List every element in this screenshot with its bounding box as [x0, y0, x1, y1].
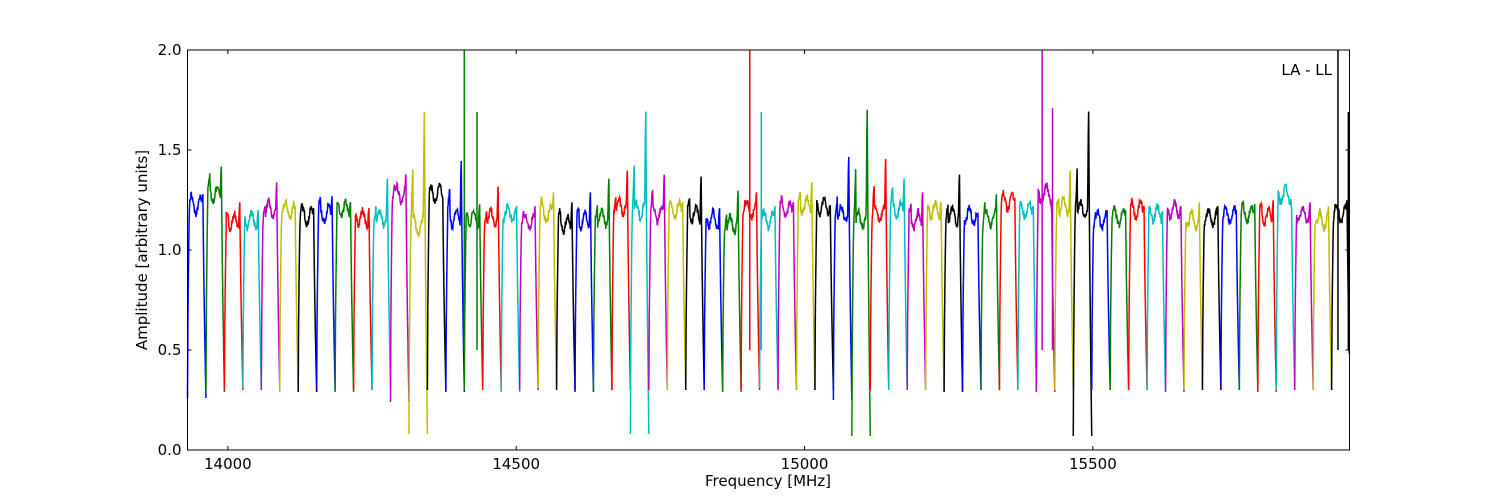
- channel-30-line: [721, 190, 742, 393]
- channel-40-line: [906, 192, 927, 391]
- channel-44-line: [980, 194, 1001, 391]
- channel-55-line: [1183, 202, 1204, 391]
- channel-53-line: [1146, 203, 1167, 391]
- channel-33-line: [777, 194, 798, 391]
- channel-16-line: [463, 204, 484, 391]
- channel-4-line: [242, 209, 263, 389]
- channel-49-line: [1072, 111, 1093, 437]
- channel-32-line: [758, 206, 779, 389]
- channel-59-line: [1257, 200, 1278, 393]
- x-tick-label-15500: 15500: [1069, 455, 1117, 473]
- channel-58-line: [1238, 200, 1259, 391]
- channel-22-line: [574, 192, 595, 393]
- x-axis-label: Frequency [MHz]: [705, 472, 831, 490]
- channel-19-line: [518, 206, 539, 391]
- channel-41-line: [924, 199, 945, 391]
- channel-54-line: [1164, 199, 1185, 393]
- channel-36-line: [832, 156, 853, 401]
- channel-1-line: [186, 191, 207, 399]
- y-tick-label-0: 0.0: [158, 441, 182, 459]
- x-tick-label-15000: 15000: [781, 455, 829, 473]
- series-layer: [186, 50, 1351, 437]
- channel-28-line: [685, 176, 705, 391]
- channel-17-line: [482, 186, 502, 391]
- channel-38-line: [869, 158, 890, 391]
- channel-5-line: [260, 182, 281, 391]
- channel-46-line: [1017, 198, 1038, 391]
- channel-10-line: [352, 207, 373, 391]
- channel-39-line: [887, 178, 908, 391]
- channel-45-line: [998, 189, 1019, 391]
- channel-20-line: [537, 192, 558, 389]
- channel-9-line: [334, 198, 355, 393]
- channel-48-line: [1054, 170, 1075, 391]
- x-tick-label-14000: 14000: [204, 455, 252, 473]
- plot-frame: [187, 49, 1350, 451]
- y-tick-label-1: 0.5: [158, 341, 182, 359]
- x-tick-label-14500: 14500: [492, 455, 540, 473]
- channel-63-line: [1330, 200, 1351, 391]
- channel-35-line: [814, 195, 835, 391]
- channel-56-line: [1201, 205, 1222, 391]
- y-axis-label: Amplitude [arbitrary units]: [133, 150, 151, 350]
- channel-7-line: [297, 202, 318, 393]
- channel-62-line: [1312, 206, 1333, 391]
- y-tick-label-2: 1.0: [158, 241, 182, 259]
- channel-12-line: [389, 174, 410, 403]
- channel-26-line: [648, 174, 669, 391]
- channel-37-line: [851, 109, 872, 437]
- channel-51-line: [1109, 205, 1130, 391]
- channel-57-line: [1220, 203, 1241, 391]
- baseline-annotation: LA - LL: [1281, 61, 1332, 79]
- channel-43-line: [961, 204, 982, 391]
- channel-18-line: [500, 203, 521, 393]
- x-axis-ticks: 14000 14500 15000 15500: [204, 50, 1117, 473]
- channel-52-line: [1127, 197, 1148, 391]
- channel-21-line: [555, 202, 576, 391]
- channel-11-line: [371, 178, 392, 391]
- channel-15-line: [445, 160, 466, 393]
- channel-23-line: [592, 178, 613, 391]
- channel-29-line: [703, 206, 724, 391]
- channel-42-line: [943, 174, 964, 393]
- y-tick-label-4: 2.0: [158, 41, 182, 59]
- channel-3-line: [223, 202, 244, 391]
- channel-13-line: [408, 111, 429, 435]
- channel-6-line: [279, 198, 299, 393]
- channel-24-line: [611, 170, 632, 391]
- y-axis-ticks: 0.0 0.5 1.0 1.5 2.0: [158, 41, 1350, 459]
- channel-34-line: [795, 182, 816, 391]
- channel-25-line: [629, 111, 650, 435]
- channel-27-line: [666, 196, 687, 391]
- channel-50-line: [1090, 207, 1111, 391]
- channel-8-line: [315, 196, 336, 391]
- channel-2-line: [205, 166, 226, 393]
- channel-60-line: [1275, 183, 1296, 391]
- y-tick-label-3: 1.5: [158, 141, 182, 159]
- channel-47-line: [1035, 182, 1056, 393]
- channel-61-line: [1293, 202, 1314, 391]
- channel-14-line: [426, 182, 447, 391]
